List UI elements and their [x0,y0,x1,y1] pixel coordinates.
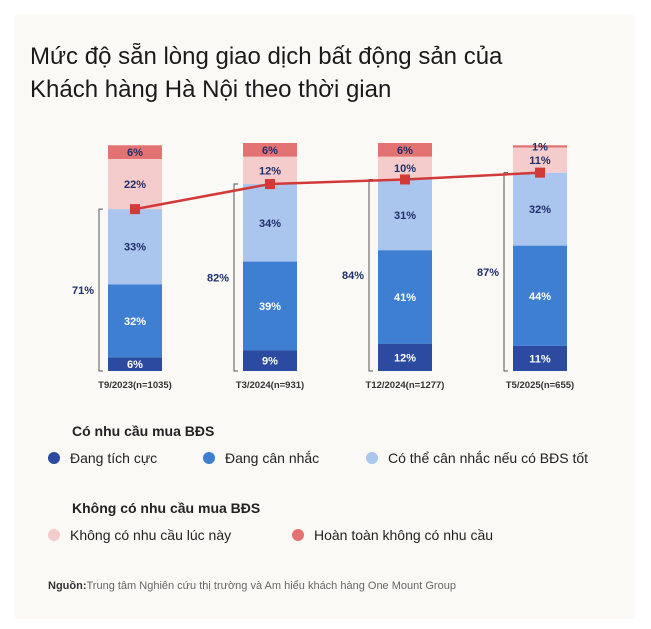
total-bracket [98,208,103,372]
legend-label: Đang tích cực [70,450,158,466]
total-label: 82% [207,273,229,285]
data-label: 11% [529,353,551,365]
seg-co-the-can-nhac [243,184,297,262]
data-label: 11% [529,155,551,167]
x-tick-label: T9/2023(n=1035) [98,380,172,391]
seg-hoan-toan-khong [378,143,432,157]
legend-item-co-the-can-nhac: Có thể cân nhắc nếu có BĐS tốt [366,450,588,466]
legend-dot-hoan-toan-khong [292,529,304,541]
legend-item-dang-can-nhac: Đang cân nhắc [203,450,319,466]
data-label: 34% [259,218,281,230]
legend-item-dang-tich-cuc: Đang tích cực [48,450,157,466]
source-note: Nguồn:Trung tâm Nghiên cứu thị trường và… [48,580,456,592]
data-label: 6% [127,359,143,371]
total-bracket [368,178,373,372]
trend-point [265,179,275,190]
legend-dot-dang-tich-cuc [48,452,60,464]
trend-line [134,171,541,211]
data-label: 32% [124,316,146,328]
legend-label: Hoàn toàn không có nhu cầu [314,527,494,543]
source-text: Trung tâm Nghiên cứu thị trường và Am hi… [86,580,456,592]
seg-co-the-can-nhac [378,179,432,251]
trend-point [535,167,545,178]
data-label: 12% [394,352,416,364]
data-label: 9% [262,356,278,368]
data-label: 6% [127,147,143,159]
data-label: 6% [262,145,278,157]
legend-label: Đang cân nhắc [225,450,320,466]
x-tick-label: T12/2024(n=1277) [366,380,445,391]
seg-dang-can-nhac [108,284,162,358]
seg-dang-can-nhac [513,245,567,346]
total-label: 87% [477,267,499,279]
data-label: 1% [532,141,548,153]
data-label: 22% [124,179,146,191]
x-tick-label: T5/2025(n=655) [506,380,574,391]
seg-dang-tich-cuc [378,343,432,371]
stacked-bar-chart: 6% 32% 33% 22% 6% T9/2023(n=1035) 71% 9% 39% 34% 1… [72,141,574,391]
data-label: 6% [397,145,413,157]
data-label: 41% [394,292,416,304]
trend-point [130,204,140,215]
legend-dot-dang-can-nhac [203,452,215,464]
data-label: 39% [259,301,281,313]
legend-label: Không có nhu cầu lúc này [70,527,232,543]
legend-dot-khong-luc-nay [48,529,60,541]
seg-co-the-can-nhac [513,172,567,246]
chart-title: Mức độ sẵn lòng giao dịch bất động sản c… [30,43,503,103]
data-label: 33% [124,242,146,254]
total-bracket [503,172,508,372]
seg-co-the-can-nhac [108,209,162,285]
legend-dot-co-the-can-nhac [366,452,378,464]
seg-dang-can-nhac [243,261,297,351]
data-label: 10% [394,163,416,175]
legend-label: Có thể cân nhắc nếu có BĐS tốt [388,450,589,466]
x-tick-label: T3/2024(n=931) [236,380,304,391]
seg-hoan-toan-khong [108,145,162,159]
seg-khong-luc-nay [378,156,432,180]
seg-hoan-toan-khong [243,143,297,157]
seg-hoan-toan-khong [513,145,567,148]
data-label: 12% [259,165,281,177]
seg-dang-tich-cuc [243,350,297,371]
seg-dang-tich-cuc [108,357,162,371]
seg-khong-luc-nay [108,158,162,210]
data-label: 32% [529,204,551,216]
total-bracket [233,183,238,372]
legend-item-hoan-toan-khong: Hoàn toàn không có nhu cầu [292,527,493,543]
source-label: Nguồn: [48,580,87,592]
seg-dang-can-nhac [378,250,432,344]
data-label: 31% [394,210,416,222]
seg-dang-tich-cuc [513,345,567,371]
legend-group-title-need: Có nhu cầu mua BĐS [72,423,215,439]
trend-point [400,174,410,185]
legend-item-khong-co-nhu-cau-luc-nay: Không có nhu cầu lúc này [48,527,231,543]
data-label: 44% [529,291,551,303]
total-label: 71% [72,285,94,297]
total-label: 84% [342,270,364,282]
legend-group-title-no-need: Không có nhu cầu mua BĐS [72,500,261,516]
